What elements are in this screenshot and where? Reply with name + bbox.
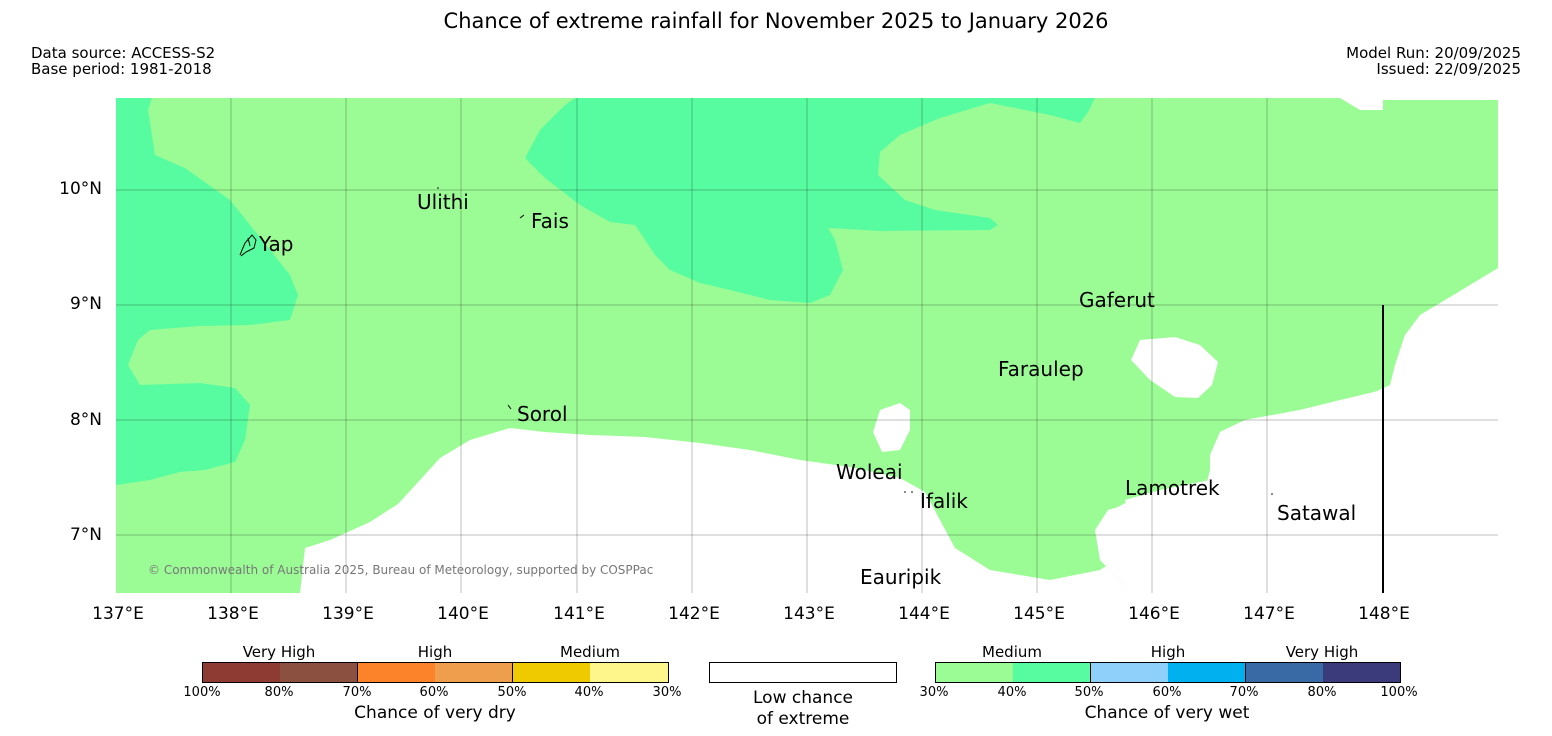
place-fais: Fais — [531, 209, 569, 233]
model-run: Model Run: 20/09/2025 — [1346, 44, 1521, 62]
dry-band-very-high: Very High — [242, 643, 316, 661]
lon-label-145e: 145°E — [1013, 604, 1065, 624]
lon-label-139e: 139°E — [322, 604, 374, 624]
wet-swatch-70-80 — [1246, 663, 1324, 682]
dry-swatch-70-60 — [358, 663, 436, 682]
dry-band-medium: Medium — [560, 643, 620, 661]
low-chance-patch-woleai — [873, 403, 910, 452]
base-period: Base period: 1981-2018 — [31, 60, 212, 78]
place-ifalik: Ifalik — [920, 489, 968, 513]
low-chance-region-se — [1395, 522, 1498, 593]
wet-tick-80: 80% — [1307, 685, 1337, 700]
medium-high-region-west — [116, 98, 298, 485]
wet-band-very-high: Very High — [1285, 643, 1359, 661]
data-source: Data source: ACCESS-S2 — [31, 44, 216, 62]
dry-swatch-40-30 — [590, 663, 668, 682]
ulithi-marker — [437, 187, 439, 189]
wet-band-medium: Medium — [982, 643, 1042, 661]
place-woleai: Woleai — [836, 460, 903, 484]
graticule — [116, 98, 1498, 593]
wet-tick-50: 50% — [1074, 685, 1104, 700]
dry-tick-70: 70% — [342, 685, 372, 700]
wet-swatch-60-70 — [1168, 663, 1246, 682]
wet-colorbar — [935, 662, 1401, 683]
lon-label-143e: 143°E — [783, 604, 835, 624]
dry-swatch-60-50 — [435, 663, 513, 682]
dry-colorbar — [202, 662, 669, 683]
wet-tick-100: 100% — [1380, 685, 1418, 700]
fais-marker — [519, 214, 525, 219]
place-ulithi: Ulithi — [417, 190, 469, 214]
lon-label-142e: 142°E — [668, 604, 720, 624]
ifalik-marker — [904, 491, 906, 493]
sorol-marker — [507, 404, 512, 410]
lat-label-7n: 7°N — [69, 525, 102, 545]
place-satawal: Satawal — [1277, 501, 1357, 525]
place-lamotrek: Lamotrek — [1125, 476, 1220, 500]
lon-label-140e: 140°E — [437, 604, 489, 624]
place-eauripik: Eauripik — [860, 565, 942, 589]
meta-left: Data source: ACCESS-S2 Base period: 1981… — [31, 45, 215, 77]
wet-swatch-50-60 — [1091, 663, 1169, 682]
wet-tick-60: 60% — [1152, 685, 1182, 700]
meta-right: Model Run: 20/09/2025 Issued: 22/09/2025 — [1346, 45, 1521, 77]
place-sorol: Sorol — [517, 402, 568, 426]
low-chance-patch-northeast — [1340, 98, 1498, 110]
lat-label-10n: 10°N — [59, 179, 102, 199]
map-title: Chance of extreme rainfall for November … — [443, 9, 1109, 33]
dry-tick-50: 50% — [497, 685, 527, 700]
satawal-marker — [1271, 493, 1273, 495]
low-caption-line2: of extreme — [756, 709, 850, 729]
lon-label-138e: 138°E — [207, 604, 259, 624]
lon-label-147e: 147°E — [1243, 604, 1295, 624]
lat-label-9n: 9°N — [69, 294, 102, 314]
dry-band-high: High — [417, 643, 453, 661]
lon-label-137e: 137°E — [92, 604, 144, 624]
wet-swatch-30-40 — [936, 663, 1014, 682]
lon-label-146e: 146°E — [1128, 604, 1180, 624]
medium-high-region-north — [525, 98, 1095, 303]
dry-tick-60: 60% — [419, 685, 449, 700]
dry-tick-80: 80% — [264, 685, 294, 700]
place-yap: Yap — [259, 232, 294, 256]
dry-tick-30: 30% — [652, 685, 682, 700]
place-gaferut: Gaferut — [1079, 288, 1155, 312]
wet-caption: Chance of very wet — [1084, 703, 1250, 723]
wet-swatch-40-50 — [1013, 663, 1091, 682]
low-chance-swatch — [709, 662, 897, 683]
dry-caption: Chance of very dry — [354, 703, 516, 723]
lon-label-144e: 144°E — [898, 604, 950, 624]
wet-band-high: High — [1150, 643, 1186, 661]
dry-swatch-100-80 — [203, 663, 281, 682]
ifalik-marker-2 — [911, 491, 913, 493]
dry-tick-40: 40% — [574, 685, 604, 700]
map-area — [116, 98, 1498, 593]
lat-label-8n: 8°N — [69, 410, 102, 430]
lon-label-148e: 148°E — [1358, 604, 1410, 624]
low-caption-line1: Low chance — [753, 688, 853, 708]
wet-swatch-80-100 — [1323, 663, 1400, 682]
wet-tick-30: 30% — [919, 685, 949, 700]
dry-swatch-80-70 — [280, 663, 358, 682]
issued-date: Issued: 22/09/2025 — [1376, 60, 1521, 78]
wet-tick-70: 70% — [1229, 685, 1259, 700]
dry-swatch-50-40 — [513, 663, 591, 682]
lon-label-141e: 141°E — [553, 604, 605, 624]
low-chance-patch-mid — [1131, 337, 1218, 398]
dry-tick-100: 100% — [183, 685, 221, 700]
low-chance-region-east-2 — [1100, 270, 1498, 593]
yap-island-outline — [239, 234, 257, 257]
copyright-notice: © Commonwealth of Australia 2025, Bureau… — [148, 563, 654, 577]
place-faraulep: Faraulep — [998, 357, 1084, 381]
wet-tick-40: 40% — [997, 685, 1027, 700]
low-chance-region-south — [300, 428, 1310, 593]
